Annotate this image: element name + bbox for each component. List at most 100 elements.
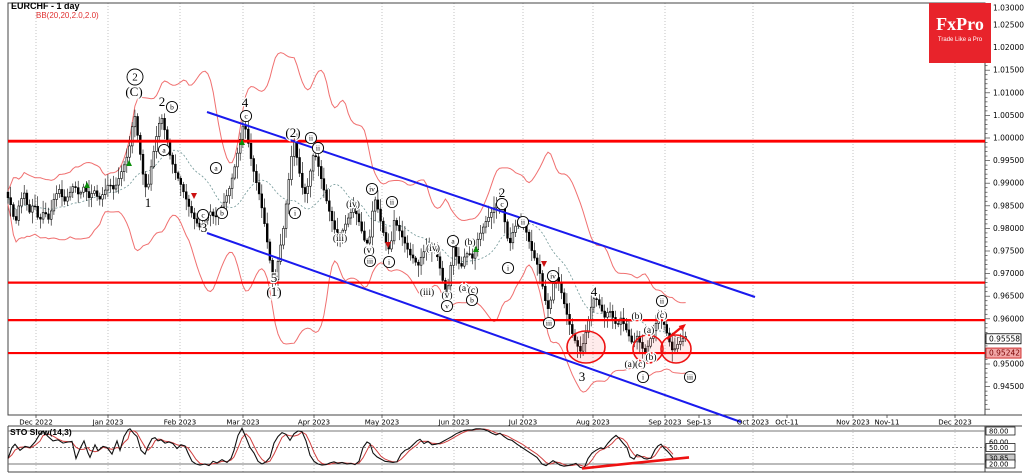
svg-text:iv: iv [369,184,375,193]
date-axis-label: Nov-11 [875,419,900,427]
current-price-tag: 0.95558 [985,333,1022,345]
price-axis-label: 0.98500 [993,201,1024,210]
price-axis-label: 0.96500 [993,292,1024,301]
date-axis-label: Oct-11 [775,419,799,427]
price-axis-label: 1.00000 [993,134,1024,143]
buy-arrow-icon [473,246,479,252]
alert-price-tag: 0.95242 [985,347,1022,359]
date-axis-label: Oct 2023 [737,419,769,427]
date-axis-label: Jan 2023 [92,419,124,427]
price-axis-label: 1.01500 [993,66,1024,75]
price-axis-label: 0.94500 [993,382,1024,391]
sto-level-label: 20.00 [989,460,1008,468]
svg-text:(2): (2) [285,125,300,140]
blue-channel [206,111,756,423]
svg-text:a: a [214,163,218,172]
svg-text:i: i [507,263,509,272]
svg-text:ii: ii [309,133,313,142]
svg-text:(b): (b) [464,237,475,248]
sell-arrow-icon [541,261,547,267]
svg-text:(iii): (iii) [333,233,347,244]
svg-text:(iii): (iii) [420,287,434,298]
svg-text:ii: ii [390,197,394,206]
sell-arrow-icon [191,193,197,199]
svg-text:iii: iii [546,318,552,327]
svg-text:4: 4 [242,95,249,110]
svg-text:c: c [500,199,504,208]
channel-line-upper [206,111,756,298]
fxpro-tagline: Trade Like a Pro [937,37,983,43]
price-axis-label: 0.95000 [993,360,1024,369]
bollinger-upper [7,52,686,304]
svg-text:b: b [470,295,474,304]
svg-text:b: b [170,102,174,111]
svg-text:i: i [294,208,296,217]
sto-level-label: 50.00 [989,444,1008,452]
svg-text:iii: iii [367,256,373,265]
signal-arrows [84,139,547,267]
buy-arrow-icon [239,139,245,145]
date-axis-label: Dec 2023 [938,419,972,427]
svg-text:(a): (a) [644,325,655,336]
buy-arrow-icon [84,182,90,188]
highlight-ellipses [566,330,692,364]
svg-text:2: 2 [159,94,166,109]
date-axis-label: Nov 2023 [836,419,870,427]
price-axis-label: 1.00500 [993,111,1024,120]
svg-text:(iv): (iv) [346,199,360,210]
bollinger-middle [7,149,686,339]
svg-text:(C): (C) [125,84,142,99]
svg-text:iv: iv [550,271,556,280]
fxpro-logo: FxPro Trade Like a Pro [929,3,991,63]
svg-text:0.95558: 0.95558 [989,334,1020,343]
date-axis-label: Jul 2023 [508,419,538,427]
sto-trendline [581,456,690,470]
bollinger-lower [7,204,686,393]
svg-text:0.95242: 0.95242 [989,349,1020,358]
price-axis-label: 0.99000 [993,179,1024,188]
date-axis-label: Aug 2023 [576,419,610,427]
svg-text:2: 2 [499,185,506,200]
svg-text:3: 3 [201,220,208,235]
svg-text:1: 1 [145,195,152,210]
date-axis-label: Dec 2022 [19,419,53,427]
svg-text:(1): (1) [266,284,281,299]
sto-level-label: 30.85 [989,454,1008,462]
fxpro-brand-text: FxPro [936,14,984,34]
panel-borders [7,2,1022,473]
price-axis-label: 0.97000 [993,269,1024,278]
date-axis-label: Apr 2023 [298,419,330,427]
svg-text:a: a [162,145,166,154]
sell-arrow-icon [385,242,391,248]
price-axis-label: 1.02000 [993,43,1024,52]
price-axis-label: 0.97500 [993,247,1024,256]
price-axis: 1.03000 1.02500 1.02000 1.01500 1.01000 1.005… [985,4,1024,410]
svg-text:(c): (c) [468,285,479,296]
svg-text:v: v [445,301,449,310]
price-axis-label: 1.01000 [993,88,1024,97]
sto-indicator-label: STO Slow(14,3) [10,427,72,437]
svg-text:ii: ii [316,143,320,152]
price-axis-label: 1.03000 [993,4,1024,13]
price-axis-label: 1.02500 [993,21,1024,30]
svg-text:(a)(c): (a)(c) [624,359,645,370]
svg-text:i: i [388,257,390,266]
svg-text:iii: iii [687,372,693,381]
date-axis: Dec 2022 Jan 2023 Feb 2023 Mar 2023 Apr 2023… [19,415,972,427]
sto-signal-line [7,428,674,467]
svg-text:(v): (v) [363,245,374,256]
sto-main-line [7,427,674,470]
sto-level-label: 60.00 [989,438,1008,446]
sto-level-label: 80.00 [989,427,1008,435]
svg-text:a: a [451,236,455,245]
svg-text:5: 5 [271,270,278,285]
svg-text:4: 4 [591,284,598,299]
svg-text:3: 3 [579,369,586,384]
symbol-title: EURCHF - 1 day [11,1,80,11]
svg-text:c: c [244,111,248,120]
svg-text:(a): (a) [459,283,470,294]
svg-text:ii: ii [521,217,525,226]
